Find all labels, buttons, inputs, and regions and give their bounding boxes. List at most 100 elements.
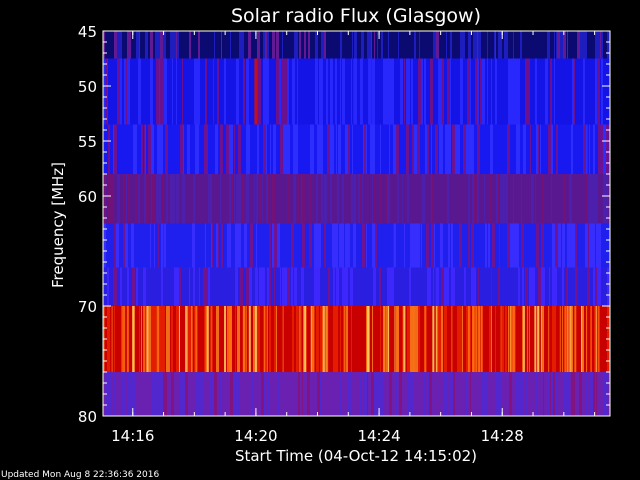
band-streak	[161, 267, 163, 306]
band-streak	[482, 372, 485, 416]
band-streak	[536, 372, 537, 416]
band-streak	[412, 124, 414, 174]
band-hot-streak	[512, 306, 515, 372]
band-streak	[579, 372, 582, 416]
band-hot-streak	[548, 306, 550, 372]
band-streak	[425, 124, 427, 174]
band-streak	[595, 58, 597, 125]
band-streak	[581, 306, 584, 372]
band-streak	[593, 267, 595, 306]
band-streak	[204, 124, 206, 174]
band-streak	[351, 306, 352, 372]
band-streak	[541, 223, 544, 268]
band-streak	[385, 58, 387, 125]
band-streak	[606, 124, 609, 174]
band-streak	[587, 267, 590, 306]
x-axis-label: Start Time (04-Oct-12 14:15:02)	[235, 447, 477, 465]
band-streak	[374, 174, 375, 224]
band-hot-streak	[540, 306, 542, 372]
band-streak	[265, 306, 267, 372]
band-hot-streak	[396, 306, 399, 372]
band-streak	[208, 267, 210, 306]
band-streak	[294, 267, 297, 306]
band-streak	[445, 306, 447, 372]
band-hot-streak	[191, 306, 193, 372]
band-streak	[351, 58, 352, 125]
band-streak	[421, 58, 423, 125]
band-hot-streak	[598, 306, 600, 372]
band-streak	[176, 174, 179, 224]
band-streak	[128, 372, 130, 416]
band-hot-streak	[343, 306, 346, 372]
band-hot-streak	[432, 306, 435, 372]
band-streak	[235, 372, 237, 416]
band-streak	[471, 267, 473, 306]
band-streak	[516, 124, 517, 174]
band-streak	[213, 372, 214, 416]
band-streak	[549, 267, 550, 306]
band-streak	[440, 124, 443, 174]
band-streak	[460, 31, 462, 59]
band-streak	[274, 223, 277, 268]
band-streak	[503, 174, 506, 224]
band-streak	[351, 267, 353, 306]
band-streak	[215, 124, 218, 174]
band-streak	[506, 174, 508, 224]
band-streak	[587, 124, 588, 174]
band-streak	[173, 174, 174, 224]
band-streak	[294, 31, 295, 59]
band-streak	[246, 223, 247, 268]
band-streak	[197, 124, 199, 174]
band-streak	[415, 31, 416, 59]
band-streak	[463, 124, 466, 174]
band-streak	[386, 306, 389, 372]
band-streak	[457, 306, 460, 372]
band-streak	[572, 223, 575, 268]
band-streak	[205, 58, 207, 125]
band-streak	[206, 267, 208, 306]
band-streak	[296, 306, 298, 372]
band-streak	[282, 267, 284, 306]
band-streak	[195, 372, 196, 416]
band-streak	[256, 174, 258, 224]
band-streak	[552, 267, 554, 306]
band-streak	[144, 124, 145, 174]
band-streak	[185, 372, 186, 416]
band-streak	[337, 372, 338, 416]
band-streak	[428, 267, 431, 306]
band-streak	[470, 31, 471, 59]
band-streak	[141, 372, 142, 416]
band-streak	[429, 372, 432, 416]
band-streak	[148, 306, 151, 372]
band-hot-streak	[322, 306, 325, 372]
band-fill	[103, 124, 610, 174]
band-streak	[201, 372, 204, 416]
band-streak	[364, 372, 367, 416]
band-hot-streak	[126, 306, 129, 372]
band-streak	[189, 306, 191, 372]
band-streak	[297, 58, 298, 125]
band-streak	[264, 372, 266, 416]
frequency-band	[103, 306, 610, 372]
band-streak	[418, 58, 421, 125]
band-streak	[150, 58, 153, 125]
band-streak	[595, 31, 597, 59]
band-streak	[386, 174, 387, 224]
band-hot-streak	[436, 306, 439, 372]
band-streak	[393, 223, 394, 268]
band-streak	[485, 223, 487, 268]
band-streak	[148, 124, 151, 174]
band-streak	[471, 124, 474, 174]
band-streak	[452, 124, 455, 174]
event-marker	[254, 58, 258, 125]
band-streak	[119, 174, 120, 224]
band-streak	[459, 223, 462, 268]
band-streak	[362, 174, 363, 224]
band-streak	[518, 267, 520, 306]
band-streak	[535, 174, 536, 224]
band-streak	[141, 306, 142, 372]
band-streak	[105, 174, 106, 224]
band-streak	[246, 267, 249, 306]
band-streak	[447, 267, 449, 306]
band-streak	[353, 223, 356, 268]
